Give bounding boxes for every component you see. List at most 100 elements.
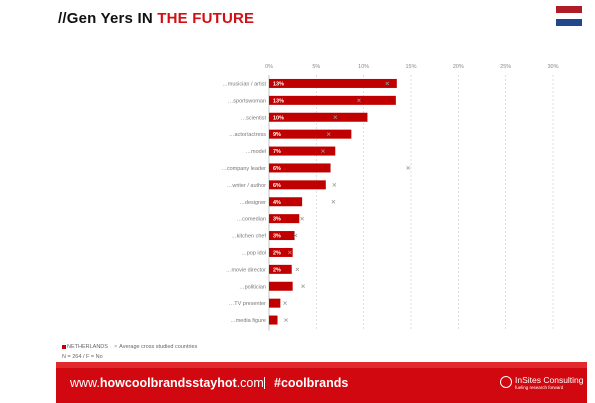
category-label: …comedian xyxy=(237,217,266,223)
category-label: …TV presenter xyxy=(229,301,266,307)
footer-hashtag: #coolbrands xyxy=(274,376,349,390)
average-marker xyxy=(406,166,411,170)
bar xyxy=(269,129,352,139)
site-prefix: www. xyxy=(70,376,100,390)
bar-value-label: 6% xyxy=(273,166,281,172)
category-label: …musician / artist xyxy=(222,81,266,87)
bar-value-label: 6% xyxy=(273,183,281,189)
category-label: …kitchen chef xyxy=(231,234,266,240)
average-marker-stroke xyxy=(326,132,331,136)
x-tick-label: 15% xyxy=(405,64,416,70)
average-marker xyxy=(295,267,300,272)
title-accent: THE FUTURE xyxy=(157,10,255,27)
footer-website-link[interactable]: www.howcoolbrandsstayhot.com xyxy=(70,376,264,390)
bar-value-label: 9% xyxy=(273,132,281,138)
bar-value-label: 3% xyxy=(273,217,281,223)
bar xyxy=(269,112,368,122)
average-marker xyxy=(333,115,338,120)
sample-size-note: N = 264 / F = No xyxy=(62,354,103,360)
footer-gloss xyxy=(56,362,587,368)
legend-series-swatch xyxy=(62,344,66,349)
average-marker-stroke xyxy=(295,267,300,272)
average-marker xyxy=(332,183,337,187)
insites-logo-icon xyxy=(500,376,512,388)
bar-value-label: 2% xyxy=(273,267,281,273)
x-tick-label: 30% xyxy=(547,64,558,70)
average-marker xyxy=(385,81,390,86)
category-label: …designer xyxy=(239,200,266,206)
average-marker-stroke xyxy=(321,149,325,153)
bar xyxy=(269,231,295,241)
average-marker xyxy=(283,301,287,305)
netherlands-flag-icon xyxy=(556,6,582,26)
legend-series-label: NETHERLANDS xyxy=(67,344,108,350)
average-marker xyxy=(300,216,304,221)
average-marker-stroke xyxy=(287,250,292,255)
bar-value-label: 13% xyxy=(273,81,284,87)
category-label: …company leader xyxy=(221,166,266,172)
bar xyxy=(269,247,293,257)
title-prefix: //Gen Yers IN xyxy=(58,10,158,27)
chart-legend: NETHERLANDS × Average cross studied countr… xyxy=(62,344,197,350)
average-marker-stroke xyxy=(357,98,361,103)
bar xyxy=(269,163,331,173)
category-label: …model xyxy=(246,149,266,155)
average-marker xyxy=(331,199,336,204)
flag-stripe-white xyxy=(556,12,582,20)
x-tick-label: 25% xyxy=(500,64,511,70)
average-marker-stroke xyxy=(284,318,288,322)
bar xyxy=(269,264,292,274)
average-marker-stroke xyxy=(300,216,304,221)
category-label: …pop idol xyxy=(241,250,266,256)
insites-logo: InSites Consulting fueling research forw… xyxy=(500,374,586,394)
legend-average-label: Average cross studied countries xyxy=(119,344,198,350)
category-label: …actor/actress xyxy=(229,132,266,138)
logo-tagline: fueling research forward xyxy=(515,385,564,390)
bar xyxy=(269,180,326,190)
category-label: …sportswoman xyxy=(228,98,266,104)
flag-stripe-blue xyxy=(556,19,582,26)
bar-value-label: 3% xyxy=(273,234,281,240)
average-marker xyxy=(284,318,288,322)
footer-banner: www.howcoolbrandsstayhot.com #coolbrands… xyxy=(56,362,587,403)
logo-name: InSites Consulting xyxy=(515,375,584,385)
average-marker xyxy=(301,284,305,289)
footer-divider xyxy=(264,377,265,389)
average-marker-stroke xyxy=(406,166,411,170)
category-label: …movie director xyxy=(226,267,266,273)
bar xyxy=(269,78,397,88)
site-suffix: .com xyxy=(236,376,264,390)
flag-stripe-red xyxy=(556,6,582,13)
average-marker xyxy=(321,149,325,153)
bar-value-label: 7% xyxy=(273,149,281,155)
average-marker-stroke xyxy=(283,301,287,305)
average-marker xyxy=(357,98,361,103)
bar xyxy=(269,315,278,325)
x-tick-label: 0% xyxy=(265,64,273,70)
category-label: …scientist xyxy=(241,115,267,121)
average-marker-stroke xyxy=(293,233,298,238)
average-marker-stroke xyxy=(332,183,337,187)
legend-average-marker-icon: × xyxy=(113,344,118,350)
x-tick-label: 5% xyxy=(312,64,320,70)
average-marker-stroke xyxy=(331,199,336,204)
average-marker xyxy=(293,233,298,238)
bar xyxy=(269,281,293,291)
average-marker xyxy=(287,250,292,255)
bar-value-label: 10% xyxy=(273,115,284,121)
x-tick-label: 20% xyxy=(453,64,464,70)
average-marker-stroke xyxy=(385,81,390,86)
bar xyxy=(269,146,336,156)
site-main: howcoolbrandsstayhot xyxy=(99,376,237,390)
page-title: //Gen Yers IN THE FUTURE xyxy=(58,10,254,27)
bar-value-label: 13% xyxy=(273,98,284,104)
average-marker xyxy=(326,132,331,136)
bar-value-label: 2% xyxy=(273,250,281,256)
x-tick-label: 10% xyxy=(358,64,369,70)
category-label: …media figure xyxy=(230,318,266,324)
bar xyxy=(269,197,303,207)
average-marker-stroke xyxy=(333,115,338,120)
category-label: …politician xyxy=(239,284,266,290)
bar-value-label: 4% xyxy=(273,200,281,206)
